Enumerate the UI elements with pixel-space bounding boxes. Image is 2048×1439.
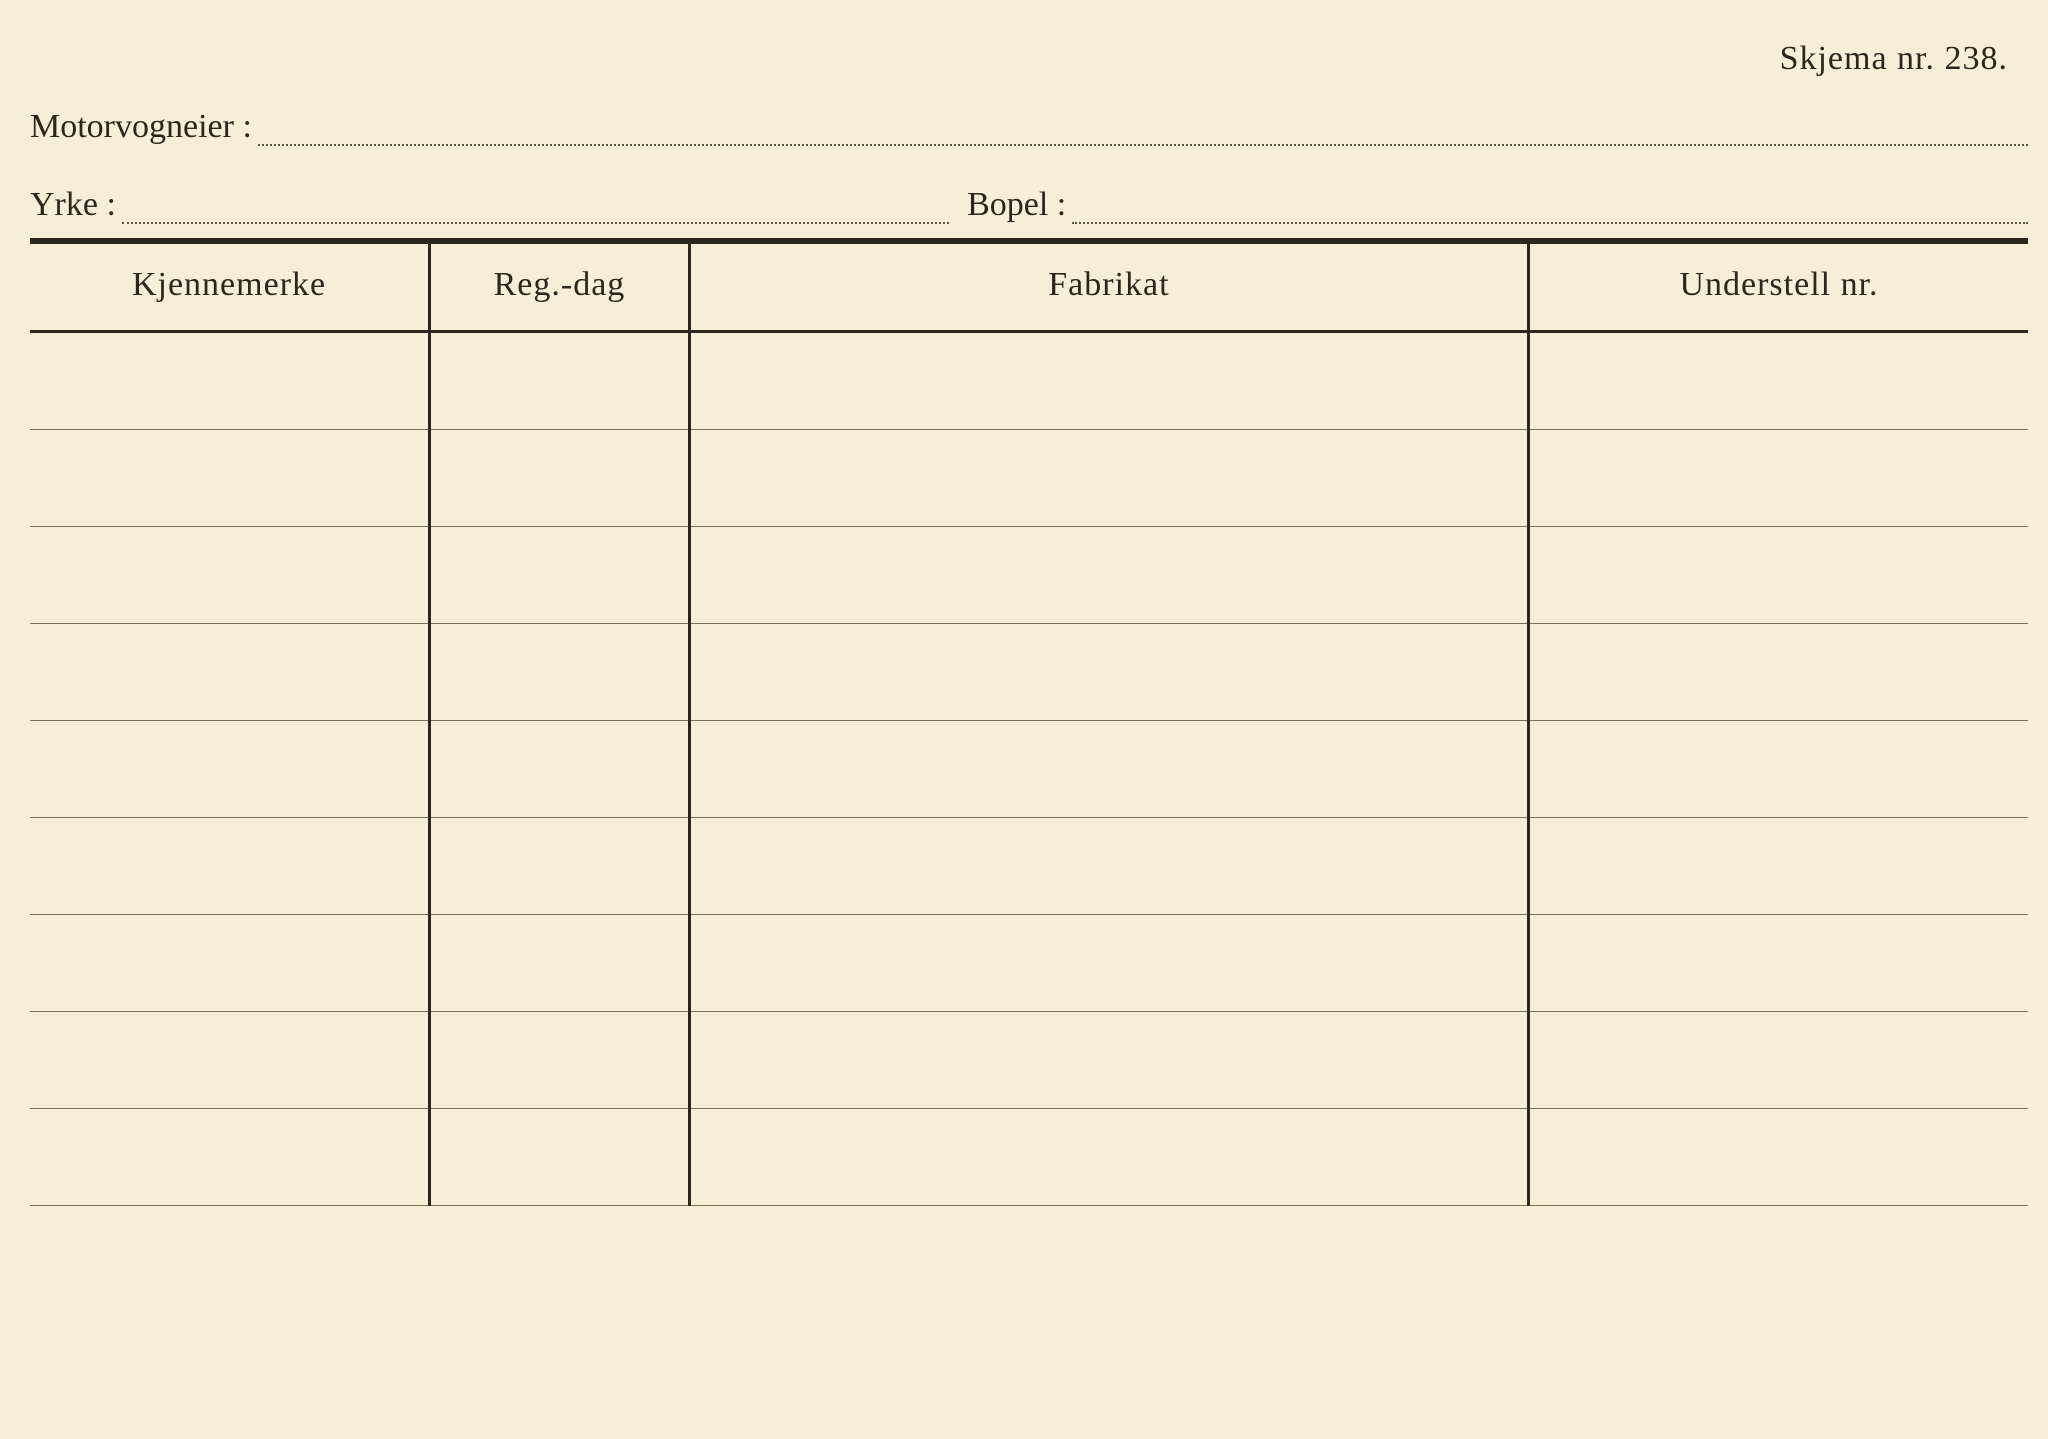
cell-reg-dag[interactable]: [430, 1012, 690, 1109]
motorvogneier-label: Motorvogneier :: [30, 108, 252, 146]
table-row: [30, 1109, 2028, 1206]
col-header-understell: Understell nr.: [1528, 241, 2028, 332]
vehicle-table: Kjennemerke Reg.-dag Fabrikat Understell…: [30, 238, 2028, 1206]
cell-understell[interactable]: [1528, 818, 2028, 915]
cell-understell[interactable]: [1528, 624, 2028, 721]
cell-kjennemerke[interactable]: [30, 332, 430, 430]
field-yrke: Yrke :: [30, 186, 949, 224]
col-header-kjennemerke: Kjennemerke: [30, 241, 430, 332]
yrke-value[interactable]: [122, 196, 949, 224]
cell-fabrikat[interactable]: [689, 915, 1528, 1012]
field-motorvogneier: Motorvogneier :: [30, 108, 2028, 146]
field-yrke-bopel-row: Yrke : Bopel :: [30, 186, 2028, 224]
cell-kjennemerke[interactable]: [30, 915, 430, 1012]
field-bopel: Bopel :: [967, 186, 2028, 224]
cell-fabrikat[interactable]: [689, 527, 1528, 624]
cell-reg-dag[interactable]: [430, 721, 690, 818]
table-row: [30, 527, 2028, 624]
cell-fabrikat[interactable]: [689, 430, 1528, 527]
cell-understell[interactable]: [1528, 1012, 2028, 1109]
cell-fabrikat[interactable]: [689, 624, 1528, 721]
motorvogneier-value[interactable]: [258, 118, 2028, 146]
cell-kjennemerke[interactable]: [30, 721, 430, 818]
cell-understell[interactable]: [1528, 1109, 2028, 1206]
cell-reg-dag[interactable]: [430, 430, 690, 527]
table-row: [30, 1012, 2028, 1109]
cell-kjennemerke[interactable]: [30, 1012, 430, 1109]
table-body: [30, 332, 2028, 1206]
cell-kjennemerke[interactable]: [30, 430, 430, 527]
form-card: Skjema nr. 238. Motorvogneier : Yrke : B…: [0, 0, 2048, 1439]
cell-kjennemerke[interactable]: [30, 624, 430, 721]
form-number: Skjema nr. 238.: [30, 40, 2028, 78]
bopel-value[interactable]: [1072, 196, 2028, 224]
cell-reg-dag[interactable]: [430, 818, 690, 915]
cell-fabrikat[interactable]: [689, 721, 1528, 818]
cell-reg-dag[interactable]: [430, 332, 690, 430]
cell-reg-dag[interactable]: [430, 915, 690, 1012]
table-row: [30, 721, 2028, 818]
yrke-label: Yrke :: [30, 186, 116, 224]
bopel-label: Bopel :: [967, 186, 1066, 224]
cell-understell[interactable]: [1528, 915, 2028, 1012]
cell-understell[interactable]: [1528, 332, 2028, 430]
table-header-row: Kjennemerke Reg.-dag Fabrikat Understell…: [30, 241, 2028, 332]
cell-understell[interactable]: [1528, 527, 2028, 624]
cell-fabrikat[interactable]: [689, 818, 1528, 915]
cell-fabrikat[interactable]: [689, 1109, 1528, 1206]
col-header-fabrikat: Fabrikat: [689, 241, 1528, 332]
cell-fabrikat[interactable]: [689, 332, 1528, 430]
cell-fabrikat[interactable]: [689, 1012, 1528, 1109]
cell-understell[interactable]: [1528, 721, 2028, 818]
cell-reg-dag[interactable]: [430, 1109, 690, 1206]
table-row: [30, 915, 2028, 1012]
table-row: [30, 818, 2028, 915]
cell-kjennemerke[interactable]: [30, 1109, 430, 1206]
table-row: [30, 332, 2028, 430]
col-header-reg-dag: Reg.-dag: [430, 241, 690, 332]
cell-reg-dag[interactable]: [430, 527, 690, 624]
table-row: [30, 624, 2028, 721]
cell-kjennemerke[interactable]: [30, 818, 430, 915]
table-row: [30, 430, 2028, 527]
cell-reg-dag[interactable]: [430, 624, 690, 721]
cell-kjennemerke[interactable]: [30, 527, 430, 624]
cell-understell[interactable]: [1528, 430, 2028, 527]
